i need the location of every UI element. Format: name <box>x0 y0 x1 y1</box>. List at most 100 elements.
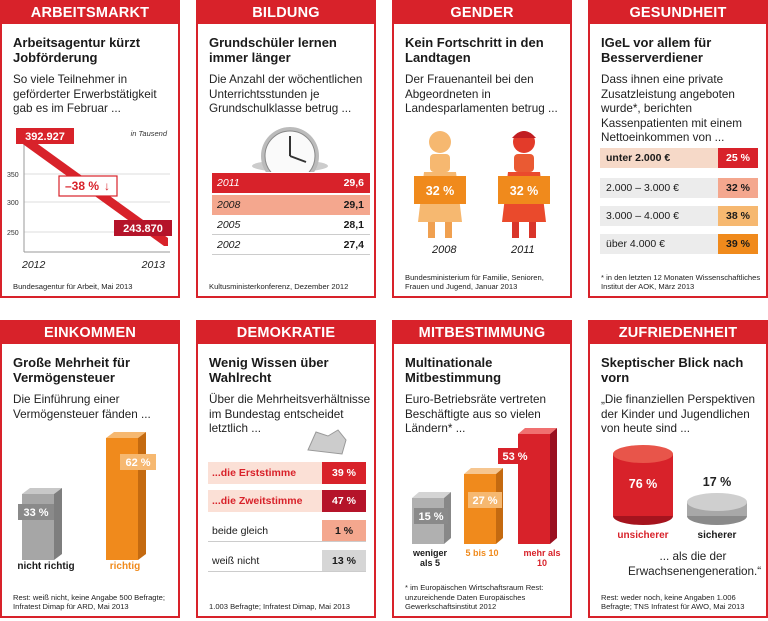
table-row: 2008 29,1 <box>212 195 370 215</box>
tick-label: 250 <box>7 230 19 237</box>
value-label: 33 % <box>23 507 48 519</box>
value-box <box>120 454 156 470</box>
value-label: 17 % <box>703 475 732 489</box>
value-box <box>468 492 502 508</box>
card-text: Der Frauenanteil bei den Abgeordneten in… <box>405 73 558 115</box>
bar-row: 3.000 – 4.000 € 38 % <box>600 206 758 226</box>
card-text: Die Einführung einer Vermögensteuer fänd… <box>13 393 151 421</box>
bar-label: nicht richtig <box>17 561 75 572</box>
source-note: Bundesministerium für Familie, Senioren,… <box>405 272 544 292</box>
value-label: 15 % <box>418 511 443 523</box>
cylinder-sicherer <box>687 493 747 525</box>
card-text: Euro-Betriebsräte vertreten Beschäftigte… <box>405 393 546 435</box>
value-label: 76 % <box>629 477 658 491</box>
value-label: 32 % <box>426 184 455 198</box>
row-value: 13 % <box>322 550 366 571</box>
change-box <box>58 175 118 197</box>
row-year: 2008 <box>217 199 241 211</box>
year-label: 2013 <box>141 259 166 271</box>
card-demokratie: DEMOKRATIE Wenig Wissen über Wahlrecht Ü… <box>196 320 376 618</box>
year-label: 2008 <box>432 244 457 256</box>
cylinder-unsicherer <box>613 445 673 525</box>
bar-label: 3.000 – 4.000 € <box>606 210 679 222</box>
table-row: weiß nicht 13 % <box>208 550 366 572</box>
card-zufriedenheit: ZUFRIEDENHEIT Skeptischer Blick nach vor… <box>588 320 768 618</box>
value-label: 53 % <box>502 451 527 463</box>
clock-icon <box>252 127 328 172</box>
cylinder-label: unsicherer <box>617 530 669 541</box>
row-value: 39 % <box>322 462 366 484</box>
year-label: 2011 <box>511 244 535 256</box>
bar-value: 38 % <box>718 206 758 226</box>
row-year: 2011 <box>217 177 240 189</box>
down-arrow-icon: ↓ <box>104 179 110 193</box>
bar-label: mehr als 10 <box>523 548 561 568</box>
value-box <box>414 508 448 524</box>
card-mitbestimmung: MITBESTIMMUNG Multinationale Mitbestimmu… <box>392 320 572 618</box>
bar-mehr-als-10 <box>518 428 557 544</box>
card-title: Multinationale Mitbestimmung <box>405 355 502 385</box>
bar-row: über 4.000 € 39 % <box>600 234 758 254</box>
value-box <box>18 504 54 520</box>
bar-nicht-richtig <box>22 488 62 560</box>
value-label: 32 % <box>510 184 539 198</box>
bar-value: 25 % <box>718 148 758 168</box>
ballot-icon <box>307 429 347 455</box>
row-label: ...die Zweitstimme <box>212 495 303 507</box>
table-row: 2002 27,4 <box>212 235 370 255</box>
bar-row: unter 2.000 € 25 % <box>600 148 758 168</box>
card-einkommen: EINKOMMEN Große Mehrheit für Vermögenste… <box>0 320 180 618</box>
bar-label: 2.000 – 3.000 € <box>606 182 679 194</box>
table-row: 2005 28,1 <box>212 215 370 235</box>
bar-5-bis-10 <box>464 468 503 544</box>
card-bildung: BILDUNG Grundschüler lernen immer länger… <box>196 0 376 298</box>
change-label: –38 % <box>65 179 99 193</box>
quote-tail: ... als die der Erwachsenengeneration.“ <box>628 550 762 578</box>
row-value: 1 % <box>322 520 366 541</box>
bar-label: unter 2.000 € <box>606 152 671 164</box>
bar-label: 5 bis 10 <box>465 548 499 558</box>
source-note: Bundesagentur für Arbeit, Mai 2013 <box>13 282 133 292</box>
table-row: ...die Zweitstimme 47 % <box>208 490 366 512</box>
unit-label: in Tausend <box>131 129 168 138</box>
card-text: „Die finanziellen Perspektiven der Kinde… <box>601 393 755 435</box>
bar-chart: 33 % 62 % <box>18 432 156 560</box>
source-note: Rest: weiß nicht, keine Angabe 500 Befra… <box>13 592 165 612</box>
card-text: Dass ihnen eine private Zusatzleistung a… <box>601 73 742 144</box>
bar-label: weniger als 5 <box>412 548 447 568</box>
value-label: 62 % <box>125 457 150 469</box>
tick-label: 300 <box>7 200 19 207</box>
card-arbeitsmarkt: ARBEITSMARKT Arbeitsagentur kürzt Jobför… <box>0 0 180 298</box>
bar-value: 39 % <box>718 234 758 254</box>
sign-2008 <box>414 176 466 204</box>
source-note: Kultusministerkonferenz, Dezember 2012 <box>209 282 349 292</box>
row-value: 27,4 <box>343 239 364 251</box>
value-box <box>498 448 532 464</box>
value-label: 27 % <box>472 495 497 507</box>
cylinder-chart: 76 % 17 % <box>613 445 747 525</box>
card-header: ZUFRIEDENHEIT <box>590 322 766 344</box>
row-value: 29,1 <box>343 199 364 211</box>
card-title: Arbeitsagentur kürzt Jobförderung <box>13 35 141 65</box>
card-gesundheit: GESUNDHEIT IGeL vor allem für Besserverd… <box>588 0 768 298</box>
table-row: beide gleich 1 % <box>208 520 366 542</box>
card-text: Die Anzahl der wöchentlichen Unterrichts… <box>209 73 363 115</box>
bar-row: 2.000 – 3.000 € 32 % <box>600 178 758 198</box>
card-title: Große Mehrheit für Vermögensteuer <box>13 355 131 385</box>
bar-value: 32 % <box>718 178 758 198</box>
bar-chart: 15 % 27 % 53 % <box>412 428 557 544</box>
bar-label: über 4.000 € <box>606 238 665 250</box>
row-year: 2005 <box>217 219 241 231</box>
row-label: weiß nicht <box>212 555 260 567</box>
card-title: Wenig Wissen über Wahlrecht <box>209 355 329 385</box>
card-title: Kein Fortschritt in den Landtagen <box>405 35 544 65</box>
source-note: 1.003 Befragte; Infratest Dimap, Mai 201… <box>209 602 350 612</box>
bar-label: richtig <box>109 561 141 572</box>
card-header: GESUNDHEIT <box>590 2 766 24</box>
card-text: So viele Teilnehmer in geförderter Erwer… <box>13 73 157 115</box>
card-title: Grundschüler lernen immer länger <box>209 35 337 65</box>
card-header: BILDUNG <box>198 2 374 24</box>
source-note: * im Europäischen Wirtschaftsraum Rest: … <box>405 583 544 612</box>
source-note: Rest: weder noch, keine Angaben 1.006 Be… <box>601 592 745 612</box>
tick-label: 350 <box>7 172 19 179</box>
